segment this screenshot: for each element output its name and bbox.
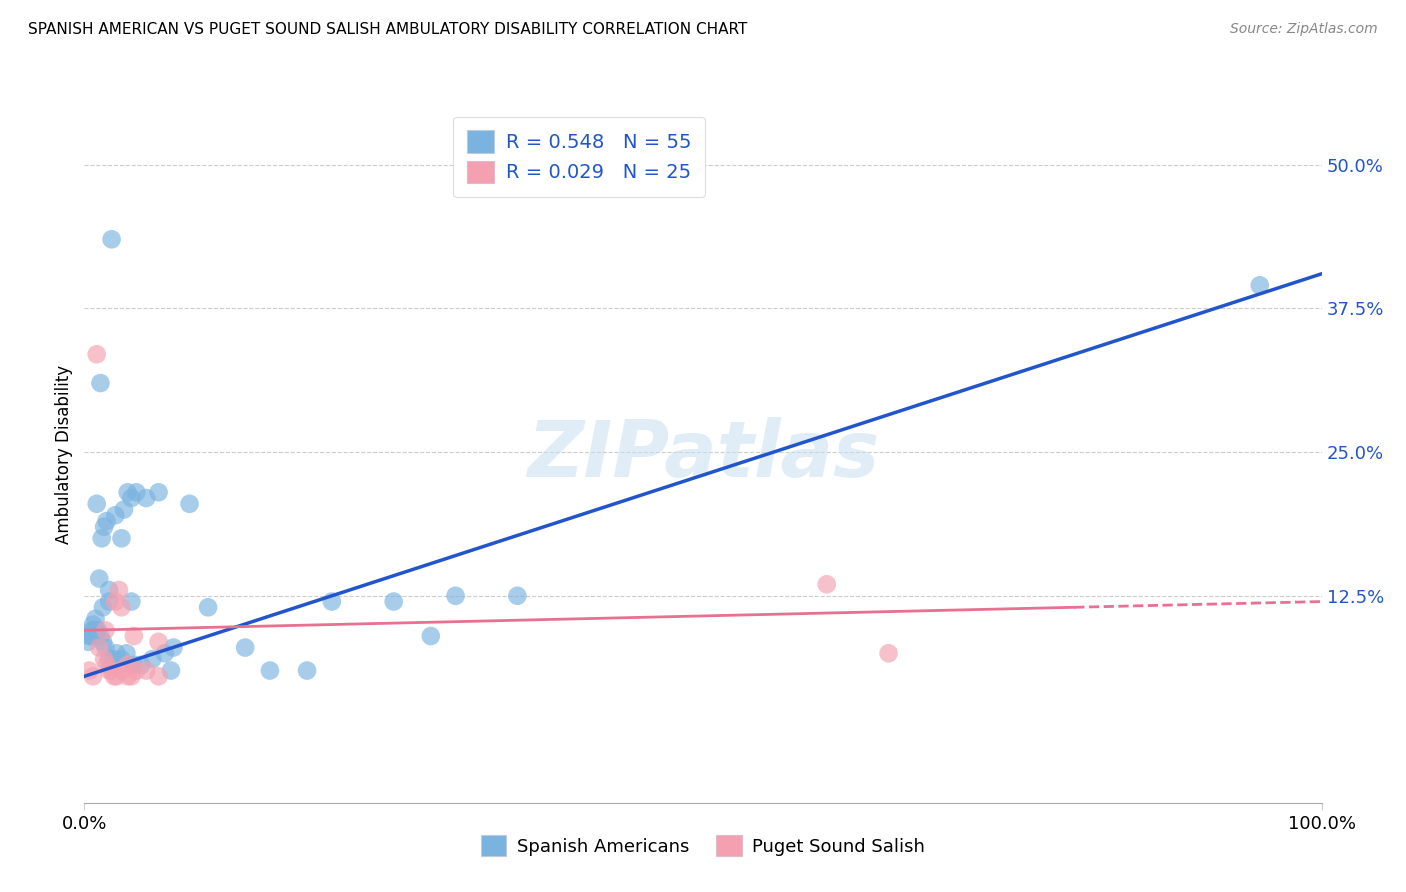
Point [94,624,117,638]
Point [110,531,132,545]
Point [815,577,838,591]
Point [84,612,107,626]
Text: ZIPatlas: ZIPatlas [527,417,879,493]
Point [86,624,108,638]
Point [110,664,132,678]
Point [259,664,281,678]
Point [94,640,117,655]
Point [105,646,128,660]
Point [110,652,132,666]
Point [89,572,111,586]
Point [108,582,131,597]
Point [79,629,101,643]
Point [89,629,111,643]
Point [91,635,114,649]
Point [100,232,122,246]
Point [120,594,142,608]
Point [129,657,152,672]
Point [103,652,125,666]
Point [148,485,170,500]
Point [82,617,104,632]
Point [79,629,101,643]
Point [98,664,121,678]
Point [148,635,170,649]
Point [120,491,142,505]
Point [103,669,125,683]
Point [86,497,108,511]
Point [104,594,127,608]
Point [90,531,112,545]
Point [122,657,145,672]
Point [162,640,184,655]
Point [93,520,115,534]
Point [82,669,104,683]
Point [148,669,170,683]
Point [77,635,100,649]
Point [117,657,139,672]
Text: Source: ZipAtlas.com: Source: ZipAtlas.com [1230,22,1378,37]
Point [84,624,107,638]
Point [153,646,176,660]
Point [135,491,157,505]
Point [89,376,111,390]
Point [96,514,118,528]
Point [117,669,139,683]
Point [98,652,121,666]
Point [100,664,122,678]
Point [233,640,256,655]
Point [98,582,121,597]
Point [419,629,441,643]
Point [295,664,318,678]
Point [83,629,105,643]
Point [877,646,900,660]
Point [321,594,343,608]
Point [444,589,467,603]
Point [112,502,135,516]
Point [82,624,104,638]
Point [98,594,121,608]
Point [197,600,219,615]
Point [179,497,201,511]
Y-axis label: Ambulatory Disability: Ambulatory Disability [55,366,73,544]
Point [93,652,115,666]
Point [135,664,157,678]
Point [115,646,138,660]
Point [96,657,118,672]
Point [160,664,183,678]
Point [125,664,148,678]
Point [80,624,103,638]
Point [91,600,114,615]
Point [141,652,163,666]
Point [89,640,111,655]
Point [87,624,110,638]
Point [110,600,132,615]
Point [122,629,145,643]
Point [117,485,139,500]
Point [125,485,148,500]
Text: SPANISH AMERICAN VS PUGET SOUND SALISH AMBULATORY DISABILITY CORRELATION CHART: SPANISH AMERICAN VS PUGET SOUND SALISH A… [28,22,748,37]
Point [79,664,101,678]
Point [105,669,128,683]
Point [506,589,529,603]
Point [1249,278,1271,293]
Point [104,508,127,523]
Point [382,594,405,608]
Legend: Spanish Americans, Puget Sound Salish: Spanish Americans, Puget Sound Salish [474,828,932,863]
Point [86,347,108,361]
Point [120,669,142,683]
